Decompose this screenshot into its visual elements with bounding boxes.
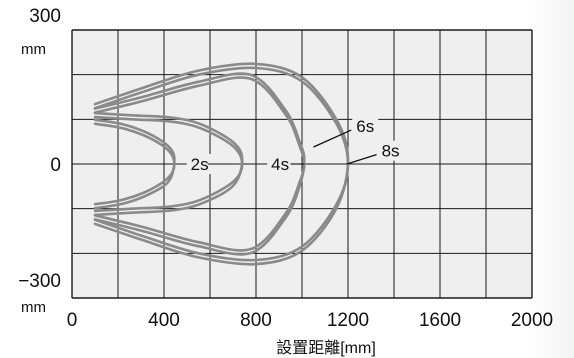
leader-line-6s [313, 129, 352, 148]
leader-line-8s [346, 153, 377, 165]
label-halo-8s [377, 140, 404, 161]
y-tick-label: 0 [50, 155, 61, 176]
y-unit-top: mm [21, 41, 46, 58]
y-tick-label: 300 [29, 6, 61, 27]
y-tick-label: −300 [18, 271, 61, 292]
x-tick-label: 2000 [511, 310, 553, 331]
x-tick-label: 400 [148, 310, 180, 331]
curve-4s [93, 111, 244, 217]
y-unit-bottom: mm [21, 299, 46, 316]
label-halo-4s [267, 154, 294, 174]
curve-label-4s: 4s [271, 155, 289, 174]
x-tick-label: 1200 [327, 310, 369, 331]
curve-2s [93, 118, 176, 210]
curve-label-6s: 6s [356, 117, 374, 136]
curve-8s [93, 62, 350, 266]
x-tick-label: 800 [240, 310, 272, 331]
label-halo-6s [352, 116, 379, 137]
curve-label-8s: 8s [382, 142, 400, 161]
x-tick-label: 0 [67, 310, 78, 331]
labels: 0 400 800 1200 1600 2000 300 0 −300 2s 4s 6s 8s [18, 6, 553, 331]
x-axis-title: 設置距離[mm] [276, 339, 376, 357]
curves [93, 62, 350, 266]
label-halo-2s [186, 154, 213, 174]
curve-6s [93, 72, 306, 256]
x-tick-label: 1600 [419, 310, 461, 331]
curve-label-2s: 2s [191, 155, 209, 174]
